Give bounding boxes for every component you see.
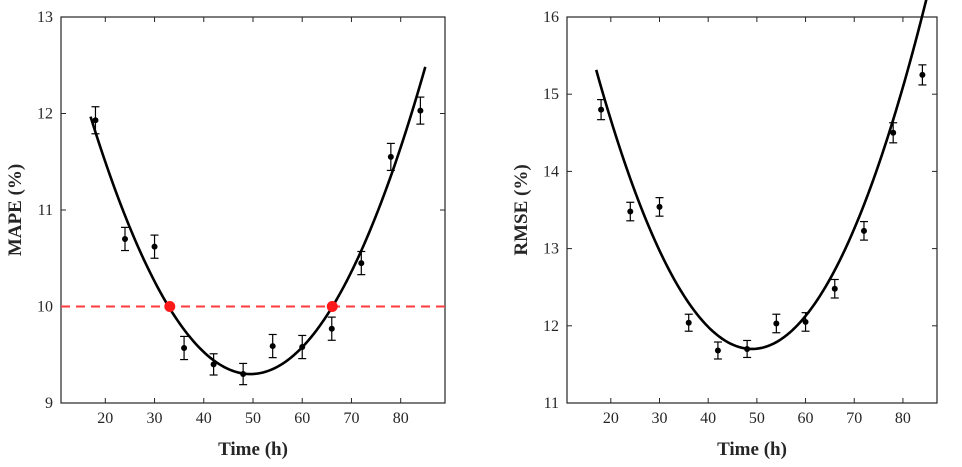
y-tick-label: 11: [38, 202, 53, 219]
data-point: [358, 260, 365, 267]
data-point: [269, 343, 276, 350]
data-point: [417, 107, 424, 114]
x-axis-label: Time (h): [218, 439, 288, 460]
data-point: [656, 203, 663, 210]
x-tick-label: 80: [895, 410, 911, 427]
fit-curve: [594, 0, 928, 351]
plot-frame: [566, 16, 938, 404]
y-tick-label: 15: [543, 86, 559, 103]
y-tick-label: 12: [543, 318, 559, 335]
y-tick-label: 9: [45, 395, 53, 412]
data-point: [714, 347, 721, 354]
data-point: [685, 319, 692, 326]
data-point: [92, 117, 99, 124]
data-point: [860, 227, 867, 234]
x-tick-label: 20: [603, 410, 619, 427]
mape-chart-panel: 20 30 40 50 60 70 80 9 10 11 12 13 Time (h) MAPE (%): [5, 9, 446, 460]
y-tick-label: 13: [543, 241, 559, 258]
x-axis-label: Time (h): [717, 439, 787, 460]
y-tick-label: 16: [543, 9, 559, 26]
x-tick-label: 70: [343, 410, 359, 427]
rmse-chart-panel: 20 30 40 50 60 70 80 11 12 13 14 15 16 Time (h) RMSE (…: [511, 0, 938, 460]
data-point: [210, 361, 217, 368]
x-tick-label: 60: [294, 410, 310, 427]
data-point: [299, 344, 306, 351]
y-tick-label: 10: [37, 299, 53, 316]
data-point: [240, 371, 247, 378]
data-point: [890, 129, 897, 136]
y-axis-label: MAPE (%): [5, 164, 26, 256]
data-point: [598, 106, 605, 113]
data-point: [122, 235, 128, 242]
y-axis-label: RMSE (%): [511, 164, 532, 255]
y-tick-label: 13: [37, 9, 53, 26]
data-point: [744, 345, 751, 352]
x-tick-label: 70: [846, 410, 862, 427]
x-tick-label: 50: [245, 410, 261, 427]
x-tick-label: 40: [196, 410, 212, 427]
data-point: [387, 153, 394, 160]
y-tick-label: 11: [544, 395, 559, 412]
data-point: [181, 344, 188, 351]
x-tick-label: 30: [652, 410, 668, 427]
data-point: [831, 285, 838, 292]
x-tick-label: 80: [393, 410, 409, 427]
x-tick-label: 40: [700, 410, 716, 427]
y-tick-label: 14: [543, 163, 559, 180]
x-tick-label: 20: [97, 410, 113, 427]
data-point: [328, 325, 335, 332]
x-tick-label: 50: [749, 410, 765, 427]
y-tick-label: 12: [37, 106, 53, 123]
fit-curve: [89, 66, 427, 376]
threshold-crossing-point: [164, 301, 176, 312]
x-tick-label: 60: [798, 410, 814, 427]
data-point: [151, 243, 158, 250]
data-point: [773, 320, 780, 327]
x-tick-label: 30: [147, 410, 163, 427]
plot-frame: [60, 16, 446, 404]
data-point: [919, 71, 926, 78]
threshold-crossing-point: [326, 301, 338, 312]
data-point: [627, 208, 634, 215]
data-point: [802, 318, 809, 325]
